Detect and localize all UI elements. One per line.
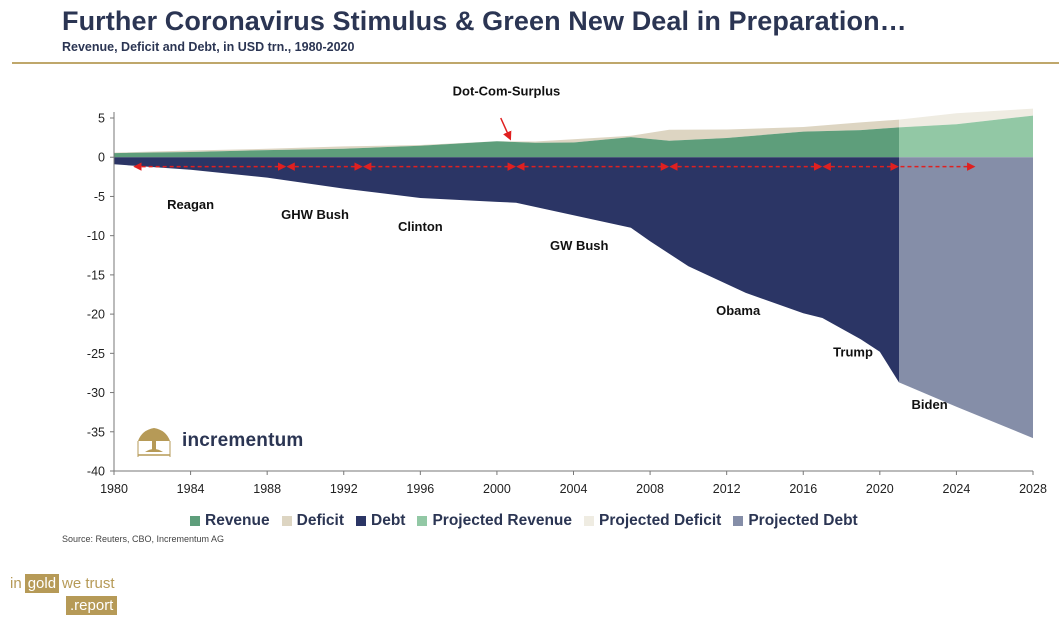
y-tick-label: -20 — [87, 308, 105, 322]
legend-swatch-debt — [356, 516, 366, 526]
term-arrows-group — [133, 117, 976, 171]
igwt-we-trust: we trust — [62, 575, 115, 592]
legend-item-debt: Debt — [356, 512, 405, 530]
area-series-group — [114, 108, 1033, 439]
chart-legend: Revenue Deficit Debt Projected Revenue P… — [190, 511, 858, 531]
legend-item-revenue: Revenue — [190, 512, 270, 530]
x-tick-label: 1992 — [330, 482, 358, 496]
x-tick-label: 2016 — [789, 482, 817, 496]
chart-plot: 5 0 -5 -10 -15 -20 -25 -30 -35 -40 1980 1984 1988 199… — [87, 83, 1047, 497]
legend-swatch-projected-debt — [733, 516, 744, 526]
x-tick-label: 2008 — [636, 482, 664, 496]
legend-item-projected-debt: Projected Debt — [733, 512, 858, 530]
x-tick-label: 2012 — [713, 482, 741, 496]
legend-swatch-deficit — [281, 516, 292, 526]
annotation-label: Dot-Com-Surplus — [453, 83, 561, 98]
legend-label-projected-debt: Projected Debt — [748, 512, 858, 529]
axes-group: 5 0 -5 -10 -15 -20 -25 -30 -35 -40 1980 1984 1988 199… — [87, 112, 1047, 497]
y-tick-label: -40 — [87, 465, 105, 479]
x-tick-label: 2024 — [943, 482, 971, 496]
y-tick-label: -25 — [87, 347, 105, 361]
area-debt — [114, 157, 899, 383]
legend-label-projected-revenue: Projected Revenue — [432, 512, 573, 529]
legend-label-revenue: Revenue — [205, 512, 270, 529]
x-tick-label: 1996 — [406, 482, 434, 496]
legend-label-projected-deficit: Projected Deficit — [599, 512, 722, 529]
x-tick-label: 2020 — [866, 482, 894, 496]
x-tick-label: 2004 — [560, 482, 588, 496]
y-tick-label: -5 — [94, 190, 105, 204]
legend-swatch-projected-revenue — [417, 516, 428, 526]
igwt-in: in — [10, 575, 22, 592]
source-note: Source: Reuters, CBO, Incrementum AG — [62, 534, 225, 544]
area-projected-revenue — [899, 115, 1033, 158]
y-tick-label: 5 — [98, 112, 105, 126]
x-tick-label: 1980 — [100, 482, 128, 496]
legend-item-deficit: Deficit — [281, 512, 344, 530]
x-tick-label: 2028 — [1019, 482, 1047, 496]
annotation-label: Reagan — [167, 197, 214, 212]
title-divider — [12, 62, 1059, 64]
x-tick-label: 1988 — [253, 482, 281, 496]
annotation-label: Obama — [716, 303, 761, 318]
area-revenue — [114, 127, 899, 158]
brand-name: incrementum — [182, 430, 304, 451]
chart-title: Further Coronavirus Stimulus & Green New… — [62, 6, 907, 36]
annotation-label: Clinton — [398, 219, 443, 234]
y-tick-label: -35 — [87, 425, 105, 439]
y-tick-label: -30 — [87, 386, 105, 400]
igwt-report: .report — [66, 596, 118, 615]
x-tick-label: 1984 — [177, 482, 205, 496]
in-gold-we-trust-logo: in gold we trust .report — [10, 574, 118, 615]
tree-icon — [137, 428, 171, 457]
chart-subtitle: Revenue, Deficit and Debt, in USD trn., … — [62, 40, 355, 54]
legend-item-projected-deficit: Projected Deficit — [584, 512, 721, 530]
y-tick-label: -15 — [87, 268, 105, 282]
igwt-gold: gold — [24, 574, 60, 593]
legend-swatch-revenue — [190, 516, 200, 526]
annotation-label: Biden — [912, 397, 948, 412]
annotation-label: Trump — [833, 344, 873, 359]
area-deficit — [114, 119, 899, 154]
y-tick-label: -10 — [87, 229, 105, 243]
area-projected-deficit — [899, 108, 1033, 128]
area-projected-debt — [899, 157, 1033, 439]
annotation-label: GW Bush — [550, 238, 609, 253]
x-tick-label: 2000 — [483, 482, 511, 496]
surplus-arrow — [500, 117, 512, 141]
annotation-label: GHW Bush — [281, 207, 349, 222]
legend-item-projected-revenue: Projected Revenue — [417, 512, 572, 530]
legend-swatch-projected-deficit — [584, 516, 595, 526]
legend-label-deficit: Deficit — [296, 512, 344, 529]
annotations-group: Dot-Com-Surplus Reagan GHW Bush Clinton GW B… — [167, 83, 948, 412]
legend-label-debt: Debt — [371, 512, 406, 529]
incrementum-logo: incrementum — [136, 424, 304, 458]
y-tick-label: 0 — [98, 151, 105, 165]
